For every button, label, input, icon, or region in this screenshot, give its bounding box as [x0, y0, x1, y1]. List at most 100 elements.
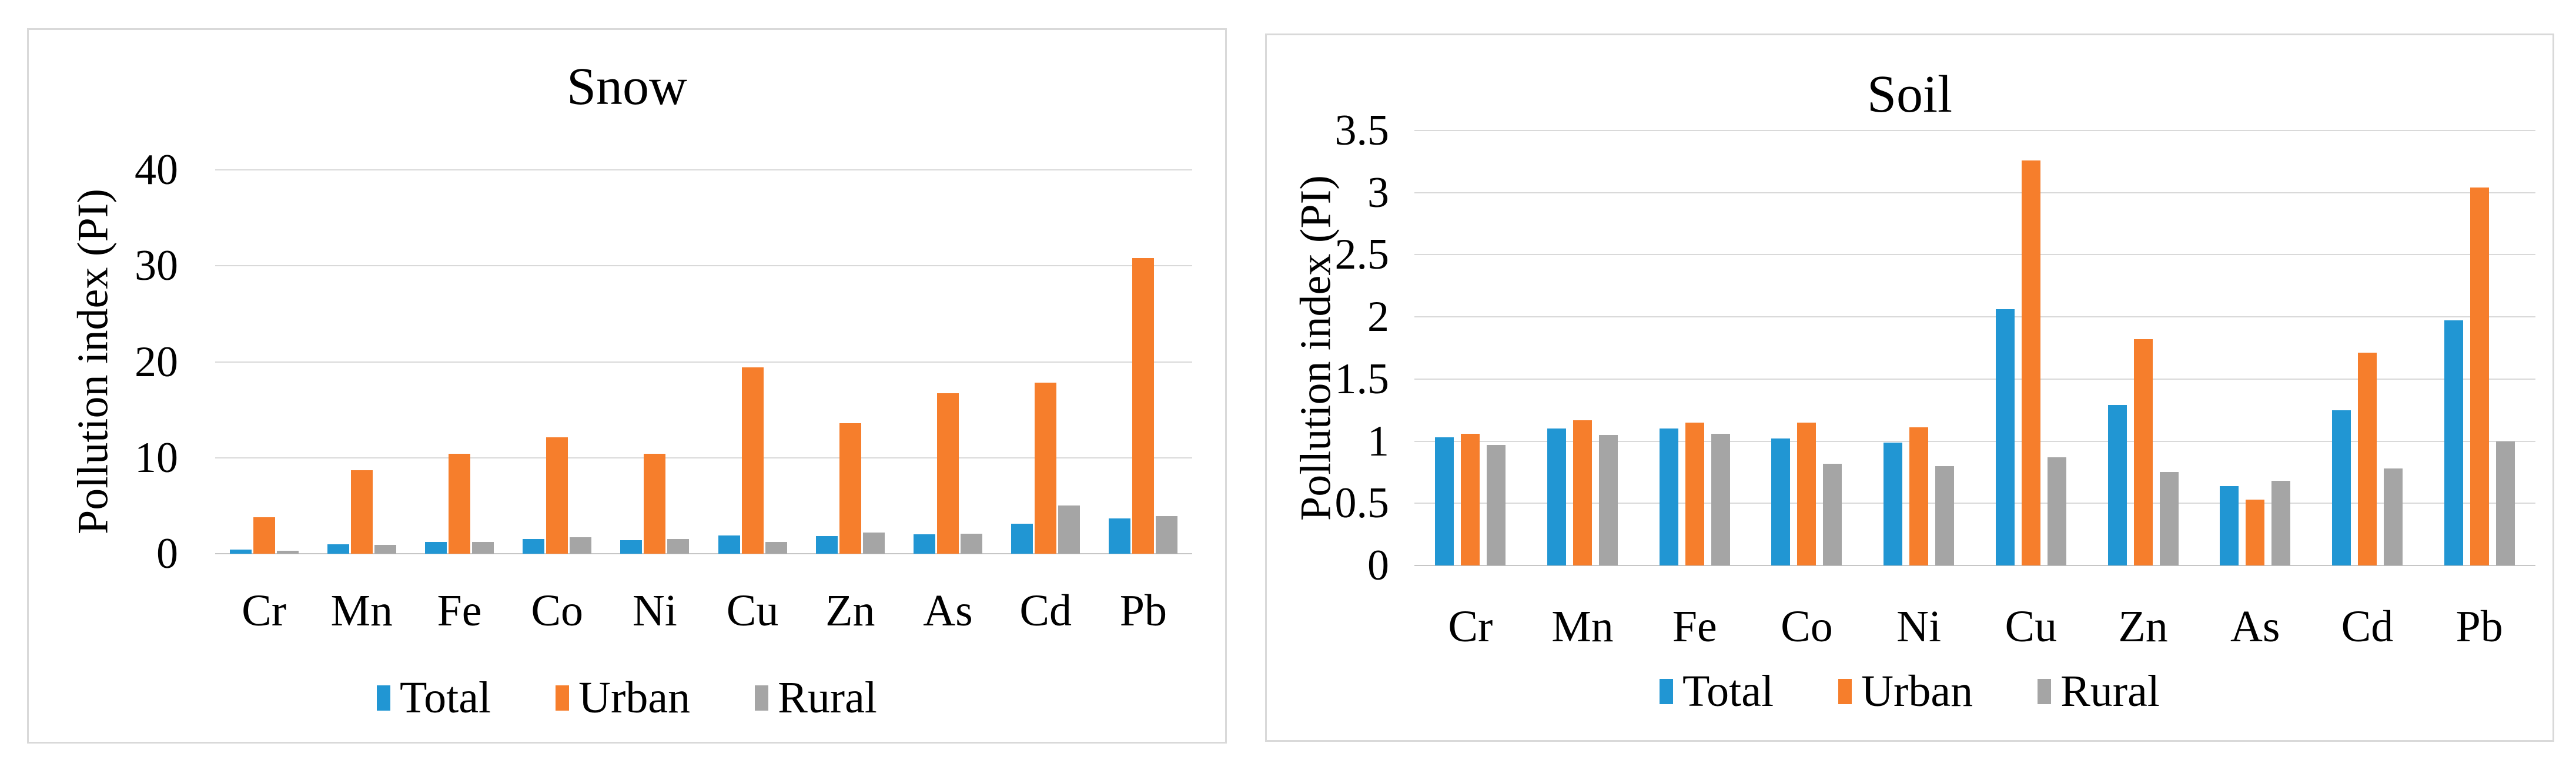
bar-group-ni — [606, 170, 704, 554]
legend-swatch-rural-icon — [2038, 678, 2052, 704]
bar-group-co — [508, 170, 606, 554]
gridline — [215, 361, 1192, 363]
bar-urban-cr — [1461, 434, 1480, 565]
bar-group-zn — [801, 170, 899, 554]
bar-urban-as — [936, 393, 959, 554]
bar-urban-pb — [2470, 188, 2489, 565]
bar-urban-ni — [1909, 427, 1929, 565]
legend: Total Urban Rural — [29, 675, 1225, 720]
gridline — [1414, 192, 2535, 193]
bar-rural-zn — [2159, 472, 2179, 565]
bar-urban-cu — [741, 367, 764, 554]
legend-item-total: Total — [377, 675, 491, 720]
bar-group-cu — [1975, 130, 2087, 565]
bar-rural-cr — [1487, 445, 1506, 565]
bar-total-co — [523, 539, 545, 554]
chart-title: Snow — [566, 58, 688, 116]
legend-item-urban: Urban — [1838, 669, 1973, 714]
bar-total-cu — [1995, 309, 2015, 565]
bar-total-pb — [2444, 320, 2463, 565]
bar-urban-mn — [350, 470, 373, 554]
x-tick-label-cd: Cd — [1019, 586, 1072, 635]
legend-label: Urban — [1861, 667, 1973, 716]
x-tick-label-fe: Fe — [437, 586, 482, 635]
bar-rural-pb — [2495, 441, 2515, 565]
chart-panel-soil: Soil Pollution index (PI) Total Urban Rura… — [1265, 34, 2554, 742]
bar-group-as — [2199, 130, 2311, 565]
bar-total-cr — [229, 550, 252, 554]
bar-total-ni — [620, 540, 643, 554]
bar-rural-as — [2271, 481, 2291, 565]
bar-urban-mn — [1573, 420, 1593, 565]
legend-label: Total — [1682, 667, 1774, 716]
bar-group-fe — [1638, 130, 1751, 565]
bar-group-pb — [1095, 170, 1192, 554]
bar-urban-fe — [448, 454, 470, 554]
bar-rural-co — [1823, 464, 1842, 565]
bar-urban-cd — [1035, 383, 1057, 554]
x-axis-line — [215, 553, 1192, 554]
legend-label: Rural — [2060, 667, 2160, 716]
bar-rural-cu — [765, 542, 787, 554]
bar-total-mn — [327, 544, 349, 554]
bar-group-cr — [215, 170, 313, 554]
bar-rural-ni — [667, 539, 690, 554]
bar-urban-co — [1797, 423, 1816, 565]
bar-group-ni — [1863, 130, 1975, 565]
x-tick-label-as: As — [923, 586, 973, 635]
bar-rural-mn — [1599, 435, 1618, 565]
bar-total-cu — [718, 535, 740, 554]
bar-urban-ni — [644, 454, 666, 554]
x-tick-label-zn: Zn — [2118, 602, 2168, 651]
bar-rural-pb — [1156, 516, 1178, 554]
bar-group-zn — [2087, 130, 2199, 565]
bar-rural-fe — [471, 542, 494, 554]
bar-total-pb — [1109, 518, 1131, 554]
chart-title: Soil — [1866, 65, 1953, 123]
bar-urban-cu — [2021, 160, 2040, 565]
bar-rural-mn — [374, 545, 396, 554]
x-tick-label-co: Co — [1781, 602, 1833, 651]
x-tick-label-ni: Ni — [1896, 602, 1942, 651]
bar-urban-fe — [1685, 423, 1704, 565]
bar-urban-zn — [2133, 339, 2153, 565]
legend: Total Urban Rural — [1267, 669, 2552, 714]
bar-total-as — [2220, 486, 2239, 565]
legend-swatch-urban-icon — [556, 685, 570, 711]
legend-swatch-total-icon — [1660, 678, 1674, 704]
bar-urban-as — [2246, 500, 2265, 565]
x-tick-label-as: As — [2230, 602, 2280, 651]
legend-swatch-urban-icon — [1838, 678, 1852, 704]
legend-swatch-rural-icon — [755, 685, 769, 711]
bar-rural-co — [570, 537, 592, 554]
bar-total-as — [913, 534, 935, 554]
bar-rural-cr — [276, 551, 299, 554]
bar-group-as — [899, 170, 996, 554]
x-tick-label-pb: Pb — [2455, 602, 2503, 651]
bar-total-co — [1771, 438, 1791, 565]
y-axis-label: Pollution index (PI) — [1292, 175, 1340, 521]
chart-panel-snow: Snow Pollution index (PI) Total Urban Rura… — [27, 28, 1227, 744]
gridline — [1414, 254, 2535, 256]
bar-rural-ni — [1935, 466, 1955, 565]
bar-total-fe — [424, 542, 447, 554]
x-tick-label-cu: Cu — [726, 586, 779, 635]
x-tick-label-cd: Cd — [2341, 602, 2394, 651]
x-tick-label-fe: Fe — [1672, 602, 1717, 651]
bar-rural-fe — [1711, 434, 1730, 565]
bar-total-mn — [1547, 428, 1567, 565]
bar-urban-co — [546, 437, 568, 554]
x-tick-label-ni: Ni — [632, 586, 677, 635]
bar-group-mn — [313, 170, 410, 554]
legend-item-rural: Rural — [755, 675, 877, 720]
legend-swatch-total-icon — [377, 685, 391, 711]
bar-rural-cd — [2383, 468, 2403, 565]
bar-total-zn — [2107, 405, 2127, 565]
x-tick-label-cr: Cr — [1448, 602, 1493, 651]
bar-group-cd — [997, 170, 1095, 554]
bar-group-mn — [1527, 130, 1639, 565]
legend-label: Rural — [778, 673, 877, 722]
gridline — [1414, 440, 2535, 442]
x-tick-label-pb: Pb — [1119, 586, 1167, 635]
